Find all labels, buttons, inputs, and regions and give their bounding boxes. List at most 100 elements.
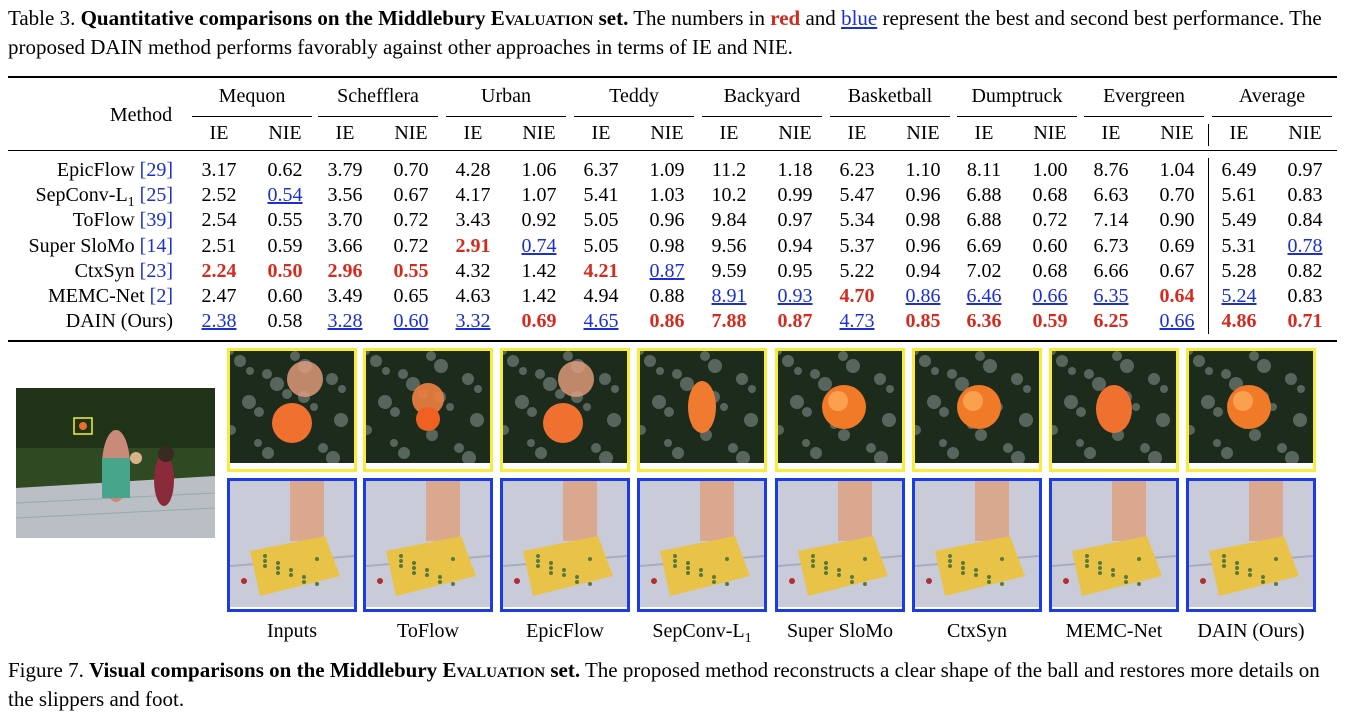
table-cell: 0.93 [777,285,813,307]
citation-link[interactable]: [2] [149,285,173,307]
ie-header: IE [1229,122,1249,144]
blue-legend: blue [841,6,878,30]
group-underline [1212,116,1332,117]
table-cell: 2.91 [455,234,491,257]
table-cell: 0.85 [905,310,941,333]
table-cell: 2.38 [201,310,237,333]
table-cell: 6.66 [1093,259,1129,282]
method-name: DAIN (Ours) [65,310,173,333]
table-cell: 0.64 [1159,285,1195,307]
table-cell: 1.07 [521,184,557,207]
table-cell: 0.50 [267,259,303,282]
ball-crop-panel [500,348,630,472]
table-header-rule [8,150,1337,151]
table-cell: 0.68 [1032,184,1068,207]
table-cell: 1.09 [649,159,685,181]
table-cell: 0.86 [649,310,685,333]
slipper-crop-panel [912,478,1042,612]
table-cell: 3.32 [455,310,491,333]
table-cell: 0.65 [393,285,429,307]
table-cell: 4.65 [583,310,619,333]
table-cell: 0.88 [649,285,685,307]
table-cell: 5.34 [839,209,875,232]
method-name: EpicFlow [29] [56,159,173,181]
table-cell: 9.84 [711,209,747,232]
ie-header: IE [463,122,483,144]
ie-header: IE [1101,122,1121,144]
table-cell: 2.96 [327,259,363,282]
table-cell: 0.72 [1032,209,1068,232]
ie-header: IE [591,122,611,144]
nie-header: NIE [1288,122,1322,144]
table-cell: 1.06 [521,159,557,181]
group-underline [446,116,566,117]
group-header: Basketball [847,85,933,107]
table-cell: 2.54 [201,209,237,232]
table-cell: 9.59 [711,259,747,282]
table-cell: 0.74 [521,234,557,257]
ball-crop-panel [1049,348,1179,472]
table-cell: 0.68 [1032,259,1068,282]
table-cell: 0.67 [1159,259,1195,282]
panel-label: Super SloMo [786,620,894,642]
table-cell: 0.87 [777,310,813,333]
table-cell: 2.51 [201,234,237,257]
ie-header: IE [974,122,994,144]
nie-header: NIE [394,122,428,144]
table-cell: 6.35 [1093,285,1129,307]
group-underline [192,116,312,117]
slipper-crop-panel [637,478,767,612]
panel-label: Inputs [267,620,317,642]
red-legend: red [770,6,801,30]
citation-link[interactable]: [25] [139,184,173,207]
table-cell: 3.17 [201,159,237,181]
table-cell: 5.41 [583,184,619,207]
table-cell: 5.49 [1221,209,1257,232]
group-underline [318,116,438,117]
input-scene-thumbnail [16,388,215,538]
table-cell: 6.63 [1093,184,1129,207]
nie-header: NIE [1160,122,1194,144]
figure-caption: Figure 7. Visual comparisons on the Midd… [8,658,1320,711]
group-header: Schefflera [337,85,419,107]
table-cell: 0.92 [521,209,557,232]
citation-link[interactable]: [23] [139,259,173,282]
table-cell: 3.49 [327,285,363,307]
ball-crop-panel [363,348,493,472]
group-underline [702,116,822,117]
table-cell: 7.14 [1093,209,1129,232]
table-cell: 1.04 [1159,159,1195,181]
table-cell: 4.86 [1221,310,1257,333]
panel-label: CtxSyn [946,620,1008,642]
group-header: Average [1238,85,1306,107]
table-cell: 6.88 [966,184,1002,207]
table-cell: 0.95 [777,259,813,282]
table-cell: 0.62 [267,159,303,181]
slipper-crop-panel [1186,478,1316,612]
figure-label: Figure 7. [8,658,84,682]
panel-label: ToFlow [397,620,459,642]
table-cell: 1.42 [521,259,557,282]
table-cell: 3.70 [327,209,363,232]
group-underline [957,116,1077,117]
table-cell: 6.73 [1093,234,1129,257]
panel-label: SepConv-L1 [652,620,752,646]
group-header: Dumptruck [971,85,1063,107]
table-cell: 0.97 [777,209,813,232]
group-header: Evergreen [1103,85,1185,107]
nie-header: NIE [268,122,302,144]
table-cell: 11.2 [711,159,747,181]
group-header: Mequon [218,85,286,107]
citation-link[interactable]: [29] [139,159,173,181]
table-cell: 4.21 [583,259,619,282]
table-cell: 8.76 [1093,159,1129,181]
citation-link[interactable]: [39] [139,209,173,232]
group-underline [830,116,950,117]
table-cell: 2.52 [201,184,237,207]
table-cell: 7.02 [966,259,1002,282]
citation-link[interactable]: [14] [139,234,173,257]
table-cell: 0.94 [905,259,941,282]
table-cell: 1.03 [649,184,685,207]
table-cell: 0.72 [393,209,429,232]
table-cell: 0.97 [1287,159,1323,181]
